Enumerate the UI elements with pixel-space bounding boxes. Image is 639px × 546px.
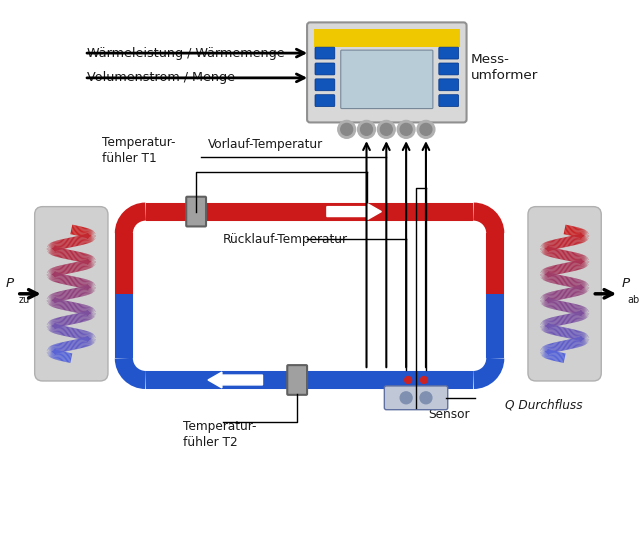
FancyBboxPatch shape — [439, 47, 459, 59]
FancyBboxPatch shape — [341, 50, 433, 109]
FancyBboxPatch shape — [288, 365, 307, 395]
Text: Temperatur-
fühler T2: Temperatur- fühler T2 — [183, 420, 257, 449]
Text: P: P — [6, 277, 14, 290]
Circle shape — [420, 123, 432, 135]
FancyBboxPatch shape — [439, 63, 459, 75]
Circle shape — [380, 123, 392, 135]
FancyBboxPatch shape — [307, 22, 466, 122]
FancyArrow shape — [208, 372, 263, 388]
FancyBboxPatch shape — [439, 94, 459, 106]
FancyBboxPatch shape — [439, 79, 459, 91]
FancyBboxPatch shape — [35, 206, 108, 381]
Text: Vorlauf-Temperatur: Vorlauf-Temperatur — [208, 138, 323, 151]
Bar — [314, 29, 459, 47]
FancyArrow shape — [327, 204, 381, 219]
Text: Q Durchfluss: Q Durchfluss — [505, 398, 583, 411]
Text: ab: ab — [627, 295, 639, 305]
FancyBboxPatch shape — [186, 197, 206, 227]
Circle shape — [417, 121, 435, 138]
Circle shape — [338, 121, 356, 138]
Text: Sensor: Sensor — [428, 408, 470, 421]
FancyBboxPatch shape — [315, 79, 335, 91]
Text: zu: zu — [19, 295, 30, 305]
FancyBboxPatch shape — [528, 206, 601, 381]
Circle shape — [400, 123, 412, 135]
FancyBboxPatch shape — [315, 47, 335, 59]
Text: Mess-
umformer: Mess- umformer — [470, 54, 538, 82]
Circle shape — [341, 123, 353, 135]
Circle shape — [404, 377, 412, 383]
Circle shape — [397, 121, 415, 138]
Text: Temperatur-
fühler T1: Temperatur- fühler T1 — [102, 135, 176, 165]
Circle shape — [420, 392, 432, 403]
Text: Volumenstrom / Menge: Volumenstrom / Menge — [87, 72, 235, 85]
Circle shape — [360, 123, 373, 135]
Text: Rücklauf-Temperatur: Rücklauf-Temperatur — [223, 233, 348, 246]
Text: Wärmeleistung / Wärmemenge: Wärmeleistung / Wärmemenge — [87, 46, 285, 60]
FancyBboxPatch shape — [384, 386, 448, 410]
Circle shape — [378, 121, 396, 138]
Circle shape — [420, 377, 427, 383]
Circle shape — [400, 392, 412, 403]
Text: P: P — [622, 277, 630, 290]
Circle shape — [358, 121, 376, 138]
FancyBboxPatch shape — [315, 94, 335, 106]
FancyBboxPatch shape — [315, 63, 335, 75]
